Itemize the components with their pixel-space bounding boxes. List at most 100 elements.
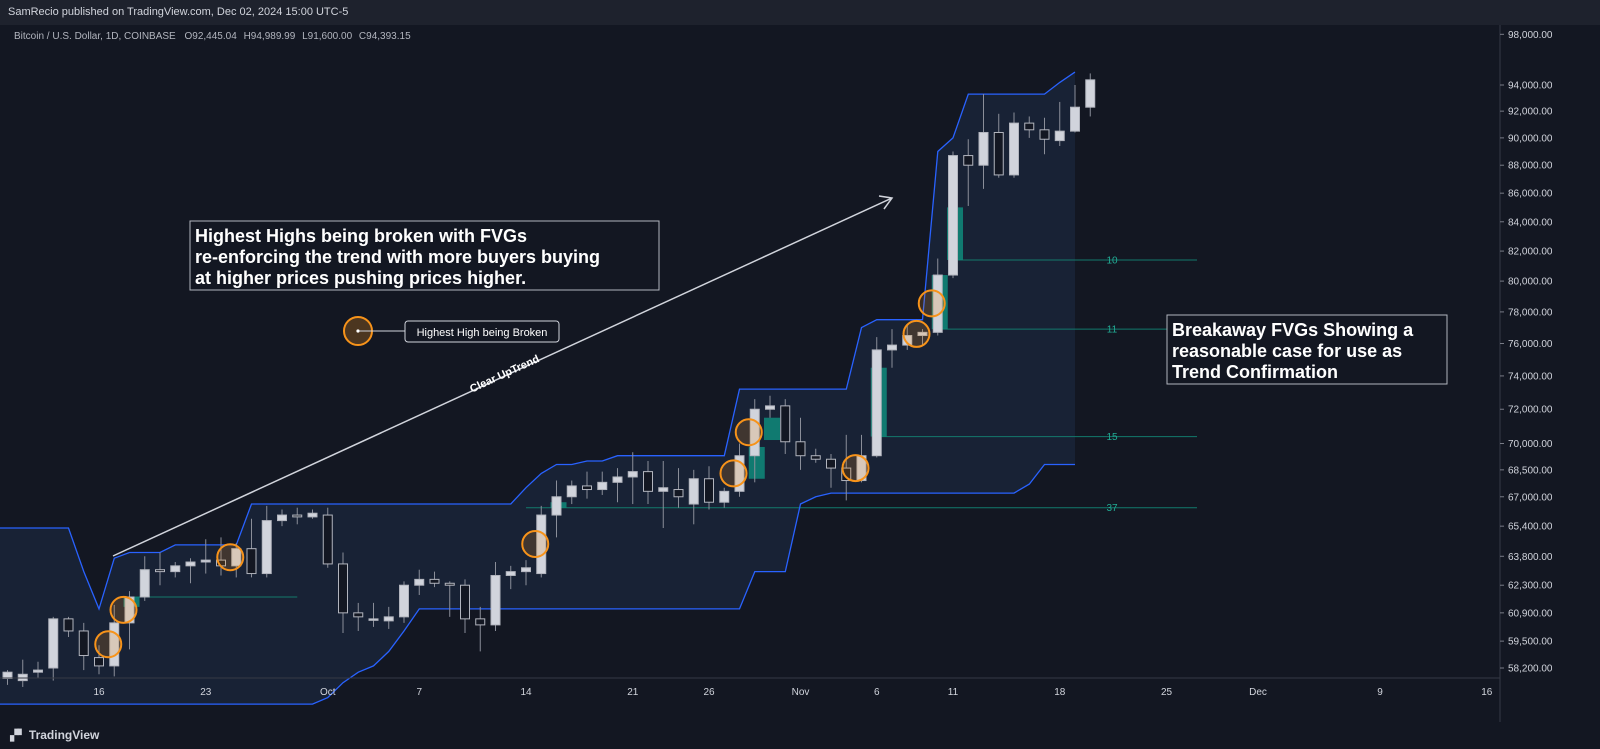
candle[interactable] xyxy=(643,460,653,505)
candle[interactable] xyxy=(627,452,638,505)
candle[interactable] xyxy=(658,460,669,529)
candle[interactable] xyxy=(124,591,135,650)
candle[interactable] xyxy=(749,399,760,483)
candle[interactable] xyxy=(322,507,333,568)
candle[interactable] xyxy=(368,602,379,627)
candle-body-up xyxy=(536,514,547,575)
candle[interactable] xyxy=(170,562,181,578)
high-value: 94,989.99 xyxy=(251,31,296,42)
candle[interactable] xyxy=(536,505,547,578)
candle[interactable] xyxy=(963,139,974,206)
candle[interactable] xyxy=(33,661,43,679)
candle[interactable] xyxy=(460,579,470,633)
candle[interactable] xyxy=(597,471,608,495)
annotation-box-breakaway[interactable]: Breakaway FVGs Showing a reasonable case… xyxy=(1166,314,1448,385)
candle-body-up xyxy=(887,344,897,351)
candle-body-up xyxy=(521,567,531,573)
candle[interactable] xyxy=(795,417,806,470)
candle[interactable] xyxy=(155,552,165,586)
candle[interactable] xyxy=(719,487,730,508)
candle[interactable] xyxy=(414,569,425,596)
candle[interactable] xyxy=(902,324,913,350)
candle[interactable] xyxy=(1070,85,1080,133)
candle[interactable] xyxy=(17,659,28,687)
candle[interactable] xyxy=(948,151,958,279)
candle[interactable] xyxy=(353,602,364,631)
candle[interactable] xyxy=(1009,112,1019,178)
candle[interactable] xyxy=(94,645,104,675)
candle[interactable] xyxy=(63,616,74,638)
close-label: C xyxy=(359,31,366,42)
candle[interactable] xyxy=(582,471,592,499)
candle[interactable] xyxy=(673,468,684,508)
open-value: 92,445.04 xyxy=(192,31,237,42)
legend-marker-label-box: Highest High being Broken xyxy=(404,320,560,343)
candle[interactable] xyxy=(475,606,486,652)
candle[interactable] xyxy=(292,507,303,525)
x-tick-label: 11 xyxy=(948,687,959,698)
candle-body-up xyxy=(765,405,775,410)
candle[interactable] xyxy=(78,622,89,671)
time-axis[interactable]: 16 23 Oct 7 14 21 26 Nov 6 11 18 25 Dec 9 16 xyxy=(0,677,1500,698)
candle[interactable] xyxy=(566,480,577,505)
annotation-box-highs-line2: re-enforcing the trend with more buyers … xyxy=(195,247,600,267)
y-tick-label: 92,000.00 xyxy=(1508,107,1553,118)
candle[interactable] xyxy=(810,448,821,463)
candle[interactable] xyxy=(490,562,501,631)
candle[interactable] xyxy=(383,606,394,629)
candle[interactable] xyxy=(261,505,272,578)
candle-body-up xyxy=(734,455,745,492)
x-tick-label: 9 xyxy=(1377,687,1383,698)
candle[interactable] xyxy=(277,509,287,527)
y-tick-label: 68,500.00 xyxy=(1508,465,1553,476)
candle[interactable] xyxy=(734,443,745,497)
candle[interactable] xyxy=(1024,116,1035,138)
candle[interactable] xyxy=(612,468,623,503)
candle[interactable] xyxy=(1039,117,1050,155)
price-axis[interactable]: 98,000.00 94,000.00 92,000.00 90,000.00 88,0… xyxy=(1499,25,1553,722)
candle[interactable] xyxy=(917,329,928,346)
candle[interactable] xyxy=(704,466,714,510)
candle[interactable] xyxy=(399,581,409,623)
candle[interactable] xyxy=(841,434,852,501)
candle-body-up xyxy=(368,618,379,621)
candle[interactable] xyxy=(139,556,150,601)
candle[interactable] xyxy=(978,94,989,189)
candle[interactable] xyxy=(826,453,836,488)
candle[interactable] xyxy=(246,518,257,578)
candle[interactable] xyxy=(505,565,516,590)
candle-body-down xyxy=(292,514,303,518)
y-tick-label: 76,000.00 xyxy=(1508,339,1553,350)
candle-body-down xyxy=(673,489,684,498)
candle[interactable] xyxy=(551,480,562,538)
candle[interactable] xyxy=(765,395,775,418)
candle[interactable] xyxy=(887,329,897,368)
candle[interactable] xyxy=(871,337,882,458)
candle[interactable] xyxy=(444,581,455,617)
candle[interactable] xyxy=(688,469,699,525)
price-chart[interactable]: 37 15 11 10 Bitcoin / U.S. Dollar, 1D, COIN… xyxy=(0,25,1600,722)
candle-body-down xyxy=(475,618,486,626)
candle[interactable] xyxy=(109,604,120,677)
candle[interactable] xyxy=(185,558,196,584)
breakout-marker xyxy=(94,630,123,659)
candle[interactable] xyxy=(1054,101,1065,147)
candle[interactable] xyxy=(1085,73,1096,117)
candle-body-up xyxy=(17,673,28,682)
candle[interactable] xyxy=(48,616,59,681)
candle[interactable] xyxy=(231,543,242,578)
candle[interactable] xyxy=(429,571,440,588)
candle[interactable] xyxy=(200,539,211,574)
candle[interactable] xyxy=(993,113,1004,178)
y-tick-label: 88,000.00 xyxy=(1508,161,1553,172)
candle[interactable] xyxy=(338,552,348,633)
candle-body-down xyxy=(155,569,165,573)
candles[interactable] xyxy=(2,73,1096,687)
candle[interactable] xyxy=(521,560,531,586)
candle[interactable] xyxy=(307,509,318,519)
y-tick-label: 80,000.00 xyxy=(1508,277,1553,288)
candle[interactable] xyxy=(780,399,791,454)
annotation-box-highs[interactable]: Highest Highs being broken with FVGs re-… xyxy=(189,220,660,291)
fvg-level-count: 37 xyxy=(1106,503,1118,514)
candle[interactable] xyxy=(932,258,943,336)
